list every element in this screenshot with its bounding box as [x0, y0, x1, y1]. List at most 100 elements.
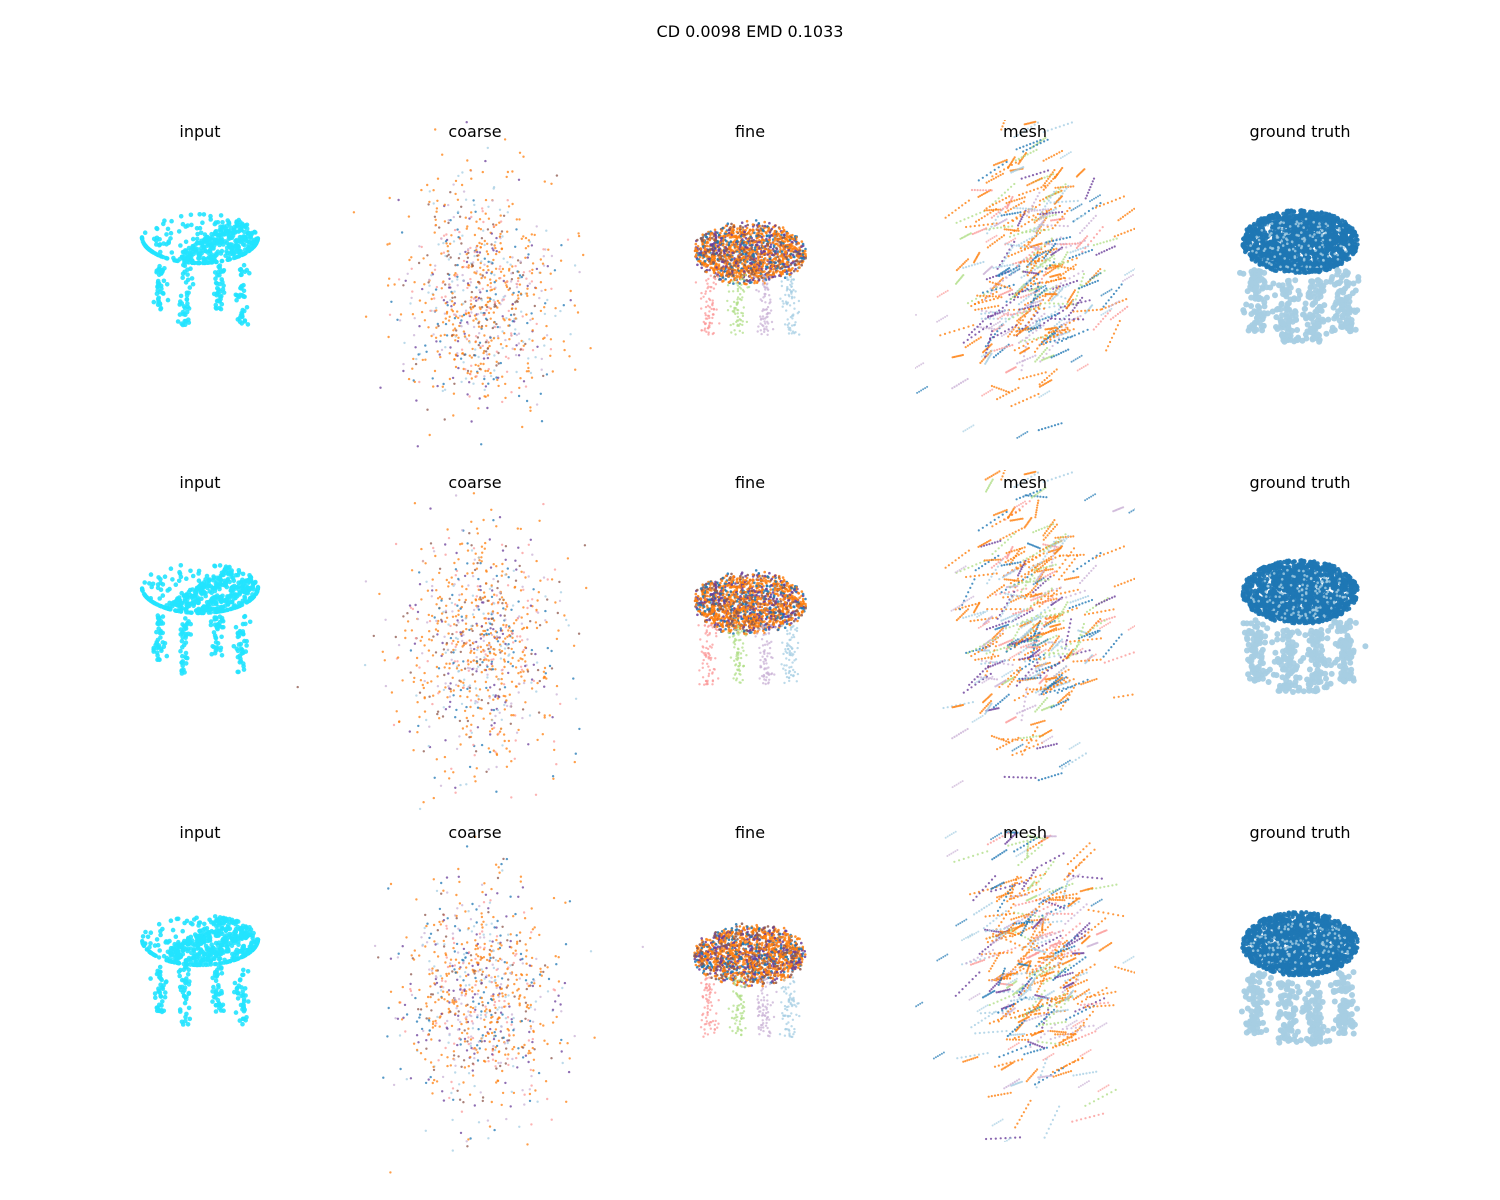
point [1003, 191, 1007, 194]
point [735, 270, 739, 273]
point [1009, 228, 1012, 231]
point [1059, 277, 1062, 281]
point [1080, 301, 1083, 304]
point [434, 223, 438, 227]
point [711, 261, 715, 264]
point [486, 146, 489, 150]
point [1053, 313, 1056, 317]
point [757, 256, 760, 260]
point [955, 384, 958, 387]
point [500, 247, 503, 251]
point [506, 199, 509, 202]
point [1058, 125, 1061, 128]
point [476, 244, 479, 248]
point [407, 377, 411, 381]
point [486, 394, 490, 397]
point [766, 320, 769, 323]
point [1052, 334, 1055, 338]
point [731, 255, 734, 259]
point [701, 261, 704, 265]
point [524, 385, 528, 388]
point [1057, 267, 1060, 270]
point [717, 263, 721, 267]
point [1042, 219, 1045, 222]
point [999, 226, 1003, 229]
point [736, 248, 739, 252]
point [526, 256, 529, 259]
point [482, 362, 485, 366]
point [1042, 350, 1045, 353]
point [1091, 207, 1094, 210]
point [473, 254, 476, 258]
point [473, 304, 476, 308]
point [451, 292, 454, 295]
point [766, 248, 769, 251]
point [1033, 394, 1036, 397]
point [411, 313, 415, 316]
point [760, 251, 764, 255]
point [433, 231, 436, 234]
point [508, 338, 511, 341]
point [535, 225, 538, 228]
point [718, 241, 722, 245]
point [1044, 205, 1047, 208]
point [456, 278, 459, 281]
point [1020, 225, 1023, 228]
point [440, 296, 444, 299]
point [423, 319, 427, 322]
point [1011, 246, 1014, 249]
point [724, 259, 727, 263]
point [993, 305, 997, 308]
point [194, 236, 200, 242]
point [1032, 214, 1035, 217]
point [728, 267, 731, 270]
point [402, 284, 405, 287]
point [988, 227, 992, 230]
point [1038, 326, 1041, 330]
point [725, 239, 728, 243]
point [1011, 225, 1014, 228]
point [457, 366, 460, 370]
point [527, 366, 530, 370]
point [1034, 282, 1037, 285]
point [205, 242, 210, 247]
point [973, 340, 976, 343]
point [478, 367, 481, 370]
point [719, 237, 723, 240]
point [236, 239, 242, 244]
point [503, 332, 506, 335]
point [480, 443, 483, 446]
point [986, 246, 990, 249]
point [711, 303, 714, 306]
point [1039, 171, 1042, 174]
point [737, 324, 741, 327]
point [726, 253, 729, 257]
point [732, 290, 735, 293]
point [1014, 159, 1017, 162]
point [792, 288, 795, 292]
point [513, 348, 516, 351]
point [462, 190, 466, 193]
point [728, 262, 731, 266]
point [739, 243, 742, 246]
point [477, 296, 481, 300]
panel-mesh-row-1 [915, 120, 1135, 439]
point [446, 304, 449, 307]
point [1015, 205, 1018, 208]
point [217, 263, 223, 268]
point [157, 242, 163, 247]
point [711, 254, 714, 258]
point [483, 257, 486, 260]
point [393, 283, 396, 286]
point [1059, 262, 1062, 265]
point [1020, 369, 1023, 372]
point [210, 241, 216, 247]
point [445, 334, 449, 337]
point [766, 329, 770, 332]
point [800, 240, 804, 243]
point [713, 232, 716, 236]
point [727, 241, 731, 245]
point [1054, 126, 1057, 129]
point [1019, 211, 1022, 214]
point [752, 228, 755, 232]
